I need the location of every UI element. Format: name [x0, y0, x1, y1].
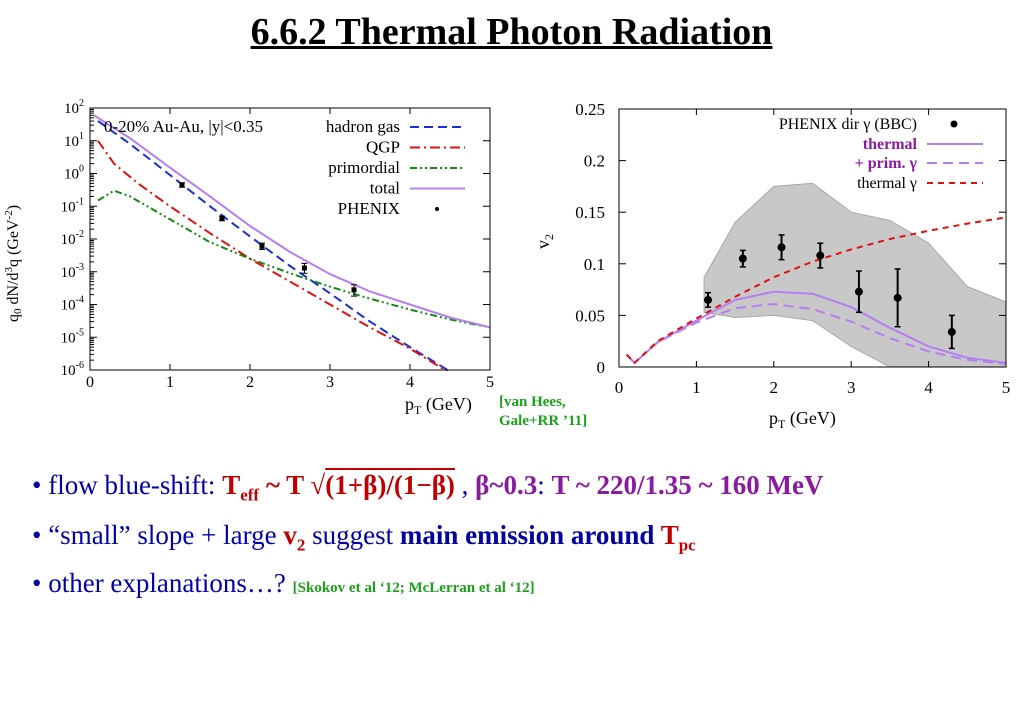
series-line-hadron-gas — [97, 120, 451, 373]
legend-marker — [435, 207, 439, 211]
sqrt-radicand: (1+β)/(1−β) — [325, 470, 455, 500]
x-tick-label: 2 — [246, 374, 254, 391]
phenix-point — [854, 287, 863, 296]
legend-label: PHENIX — [338, 199, 400, 218]
y-tick-label: 10-4 — [61, 295, 84, 314]
legend-label: PHENIX dir γ (BBC) — [779, 116, 917, 133]
y-axis-label: q0 dN/d3q (GeV-2) — [3, 205, 24, 322]
citation-line-2: Gale+RR ’11] — [499, 413, 588, 429]
y-tick-label: 101 — [64, 131, 84, 150]
x-axis-label: pT (GeV) — [769, 408, 836, 431]
plot-frame — [618, 108, 1007, 368]
bullet-other-explanations: • other explanations…? [Skokov et al ‘12… — [32, 568, 535, 599]
x-tick-label: 5 — [1002, 378, 1011, 397]
bullet-text: • “small” slope + large — [32, 520, 284, 550]
legend-marker — [950, 120, 958, 128]
systematic-band — [703, 182, 1007, 368]
tilde-t: ~ T — [259, 470, 311, 500]
beta-value: β~0.3 — [475, 470, 538, 500]
spectrum-chart: 0 1 2 3 4 510210110010-110-210-310-410-510-6 … — [0, 92, 505, 417]
y-tick-label: 102 — [64, 98, 84, 117]
phenix-point — [219, 215, 225, 221]
bullet-text: • flow blue-shift: — [32, 470, 223, 500]
y-tick-label: 10-5 — [61, 327, 84, 346]
x-tick-label: 5 — [486, 374, 494, 391]
x-tick-label: 0 — [615, 378, 624, 397]
x-tick-label: 3 — [326, 374, 334, 391]
slide-title: 6.6.2 Thermal Photon Radiation — [250, 11, 773, 53]
y-tick-label: 10-3 — [61, 262, 84, 281]
phenix-point — [816, 251, 825, 260]
t-pc: Tpc — [660, 520, 696, 554]
colon: : — [537, 470, 552, 500]
x-tick-label: 0 — [86, 374, 94, 391]
t-eff: Teff ~ T √(1+β)/(1−β) — [222, 470, 455, 504]
v-subscript: 2 — [296, 535, 306, 555]
x-tick-label: 4 — [924, 378, 933, 397]
chart-background — [0, 92, 505, 408]
chart-annotation: 0-20% Au-Au, |y|<0.35 — [104, 117, 263, 136]
suggest-text: suggest — [305, 520, 400, 550]
y-axis-label: v2 — [533, 234, 556, 249]
sqrt-sign: √ — [310, 470, 326, 500]
legend-label: thermal — [863, 136, 918, 153]
y-tick-label: 10-1 — [61, 196, 84, 215]
references: [Skokov et al ‘12; McLerran et al ‘12] — [292, 580, 535, 596]
t-symbol: T — [222, 470, 241, 500]
t-pc-subscript: pc — [678, 535, 696, 555]
v2-symbol: v2 — [283, 520, 305, 554]
legend-label: primordial — [328, 158, 400, 177]
phenix-point — [259, 243, 265, 249]
t-eff-subscript: eff — [240, 485, 260, 505]
phenix-point — [351, 287, 357, 293]
y-tick-label: 0.05 — [575, 306, 605, 325]
legend-label: + prim. γ — [855, 155, 918, 172]
phenix-point — [179, 182, 185, 188]
y-tick-label: 0.25 — [575, 100, 605, 119]
v-letter: v — [283, 520, 297, 550]
y-tick-label: 0.2 — [584, 152, 605, 171]
bullet-text: • other explanations…? — [32, 568, 293, 598]
x-tick-label: 3 — [847, 378, 856, 397]
citation-van-hees: [van Hees, Gale+RR ’11] — [499, 393, 587, 431]
t-letter: T — [660, 520, 679, 550]
series-line-primordial — [97, 189, 491, 329]
phenix-point — [738, 254, 747, 263]
phenix-point — [777, 243, 786, 252]
series-line-total — [93, 114, 491, 329]
x-tick-label: 4 — [406, 374, 414, 391]
legend-label: hadron gas — [326, 117, 400, 136]
y-tick-label: 10-2 — [61, 229, 84, 248]
y-tick-label: 0.1 — [584, 255, 605, 274]
y-tick-label: 100 — [64, 164, 84, 183]
y-tick-label: 0.15 — [575, 203, 605, 222]
phenix-point — [947, 327, 956, 336]
bullet-slope: • “small” slope + large v2 suggest main … — [32, 520, 696, 555]
phenix-point — [893, 293, 902, 302]
x-axis-label: pT (GeV) — [405, 394, 472, 417]
y-tick-label: 0 — [597, 358, 606, 377]
bullet-flow-blueshift: • flow blue-shift: Teff ~ T √(1+β)/(1−β)… — [32, 470, 824, 505]
series-line-QGP — [97, 140, 451, 375]
legend-label: thermal γ — [857, 175, 917, 192]
citation-line-1: [van Hees, — [499, 394, 566, 410]
phenix-point — [704, 295, 713, 304]
comma: , — [454, 470, 476, 500]
phenix-point — [301, 265, 307, 271]
x-tick-label: 2 — [770, 378, 779, 397]
legend-label: QGP — [366, 138, 400, 157]
temperature-result: T ~ 220/1.35 ~ 160 MeV — [551, 470, 824, 500]
clip-mask — [88, 371, 492, 411]
main-emission-text: main emission around — [399, 520, 661, 550]
x-tick-label: 1 — [692, 378, 701, 397]
series-line-thermal- — [625, 216, 1007, 365]
legend-label: total — [370, 179, 400, 198]
v2-chart: 0 1 2 3 4 5 0 0.05 0.1 0.15 0.2 0.25 PHENIX dir γ (… — [533, 100, 1011, 431]
y-tick-label: 10-6 — [61, 360, 84, 379]
x-tick-label: 1 — [166, 374, 174, 391]
